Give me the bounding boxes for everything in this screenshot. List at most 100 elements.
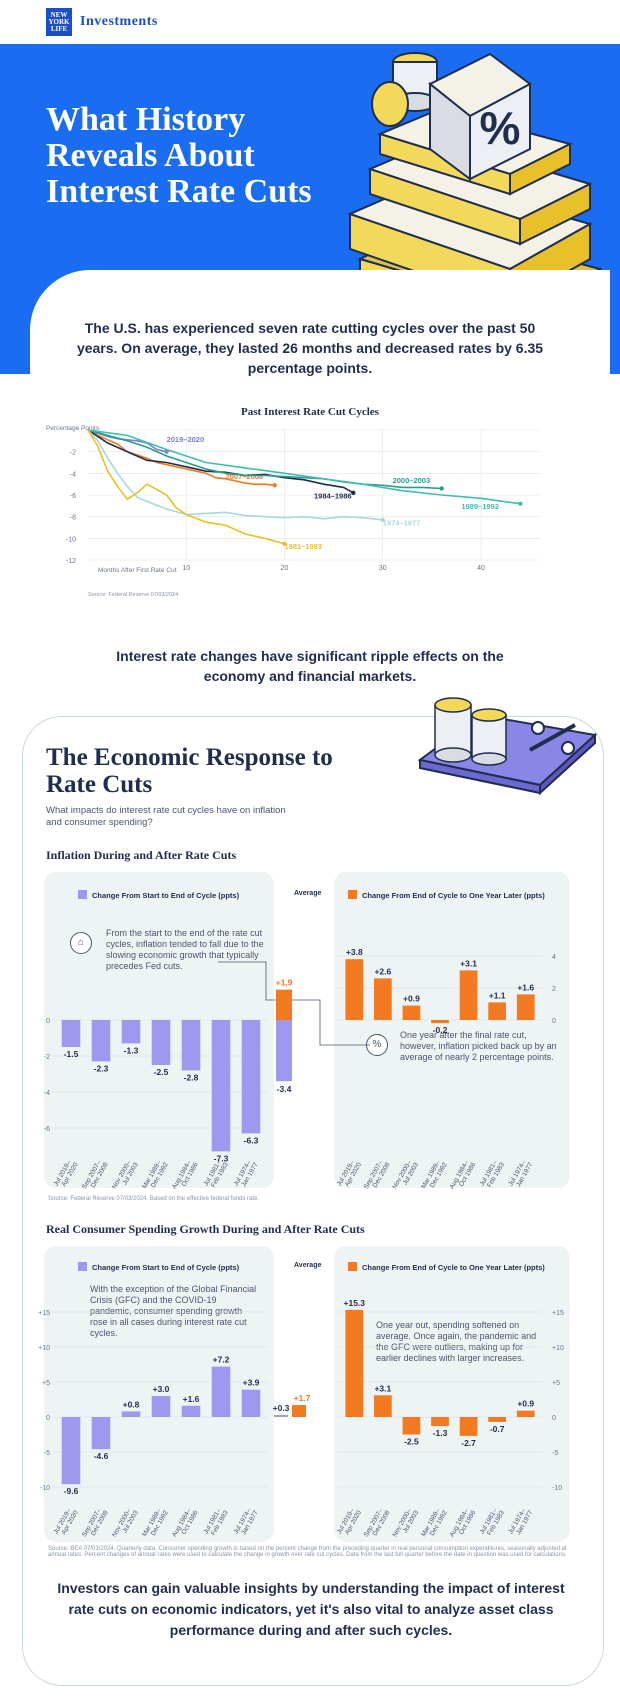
bar bbox=[211, 1366, 231, 1417]
page-title: What History Reveals About Interest Rate… bbox=[46, 101, 312, 210]
series-line bbox=[87, 429, 442, 490]
series-label: 2019–2020 bbox=[167, 435, 205, 444]
orange-swatch bbox=[348, 1262, 357, 1271]
y-tick-label: -5 bbox=[44, 1450, 50, 1457]
new-york-life-logo[interactable]: NEW YORK LIFE bbox=[46, 8, 72, 36]
bar-value-label: +0.9 bbox=[517, 1399, 534, 1409]
y-tick-label: -4 bbox=[70, 471, 76, 478]
orange-swatch bbox=[348, 890, 357, 899]
bar-value-label: -1.3 bbox=[124, 1045, 139, 1055]
ripple-effects-text: Interest rate changes have significant r… bbox=[116, 648, 504, 684]
inflation-right-panel bbox=[334, 872, 570, 1188]
bar bbox=[488, 1417, 506, 1422]
inflation-source: Source: Federal Reserve 07/03/2024. Base… bbox=[48, 1196, 260, 1202]
bar-value-label: -2.3 bbox=[94, 1063, 109, 1073]
series-label: 1981–1983 bbox=[285, 542, 323, 551]
coins-percent-illustration bbox=[417, 697, 598, 796]
y-tick-label: -2 bbox=[70, 450, 76, 457]
bar bbox=[459, 1417, 478, 1436]
series-line bbox=[87, 429, 383, 521]
series-label: 1974–1977 bbox=[383, 518, 421, 527]
y-tick-label: +5 bbox=[42, 1380, 50, 1387]
bar-value-label: +15.3 bbox=[344, 1298, 366, 1308]
series-endpoint bbox=[439, 486, 444, 491]
y-tick-label: 4 bbox=[552, 954, 556, 961]
bar bbox=[431, 1020, 449, 1024]
bar-value-label: +0.9 bbox=[403, 994, 420, 1004]
spending-section-title: Real Consumer Spending Growth During and… bbox=[46, 1222, 365, 1236]
house-chart-icon: ⌂ bbox=[70, 932, 92, 954]
average-bar bbox=[292, 1405, 306, 1417]
inflation-left-legend: Change From Start to End of Cycle (ppts) bbox=[78, 890, 239, 900]
x-tick-label: 20 bbox=[281, 565, 289, 572]
series-endpoint bbox=[380, 517, 385, 523]
bar bbox=[459, 970, 478, 1020]
y-tick-label: +10 bbox=[552, 1345, 564, 1352]
bar bbox=[91, 1020, 111, 1062]
bar bbox=[181, 1405, 201, 1417]
y-tick-label: 0 bbox=[552, 1415, 556, 1422]
spending-avg-legend: Average bbox=[294, 1262, 322, 1269]
bar bbox=[211, 1020, 231, 1152]
spending-right-panel bbox=[334, 1246, 570, 1542]
bar-value-label: +3.1 bbox=[460, 958, 477, 968]
inflation-annotation-right: One year after the final rate cut, howev… bbox=[400, 1030, 557, 1062]
annotation-connector bbox=[292, 999, 370, 1046]
spending-right-legend: Change From End of Cycle to One Year Lat… bbox=[348, 1262, 545, 1272]
purple-swatch bbox=[78, 890, 87, 899]
intro-text: The U.S. has experienced seven rate cutt… bbox=[76, 320, 544, 376]
y-tick-label: +10 bbox=[38, 1345, 50, 1352]
bar-value-label: -2.7 bbox=[461, 1438, 476, 1448]
y-tick-label: 0 bbox=[552, 1018, 556, 1025]
spending-annotation-left: With the exception of the Global Financi… bbox=[90, 1284, 257, 1338]
bar bbox=[345, 959, 364, 1020]
y-tick-label: -12 bbox=[66, 558, 76, 565]
spending-left-legend: Change From Start to End of Cycle (ppts) bbox=[78, 1262, 239, 1272]
average-value-label: +1.7 bbox=[294, 1393, 311, 1403]
bar-value-label: +3.1 bbox=[374, 1383, 391, 1393]
bar-value-label: +1.6 bbox=[517, 982, 534, 992]
average-value-label: +1.9 bbox=[276, 978, 293, 988]
x-tick-label: 40 bbox=[477, 565, 485, 572]
purple-swatch bbox=[78, 1262, 87, 1271]
legend-label: Change From Start to End of Cycle (ppts) bbox=[92, 1263, 240, 1272]
average-bar bbox=[276, 1020, 292, 1082]
series-endpoint bbox=[518, 501, 523, 506]
series-line bbox=[87, 429, 285, 545]
bar-value-label: +3.0 bbox=[153, 1384, 170, 1394]
bar-value-label: +2.6 bbox=[374, 966, 391, 976]
y-tick-label: -4 bbox=[44, 1090, 50, 1097]
svg-text:%: % bbox=[480, 102, 521, 154]
bar-value-label: -1.3 bbox=[433, 1428, 448, 1438]
bar bbox=[488, 1002, 506, 1020]
y-tick-label: -5 bbox=[552, 1450, 558, 1457]
bar-value-label: -2.8 bbox=[184, 1072, 199, 1082]
bar-value-label: +3.9 bbox=[243, 1378, 260, 1388]
bar bbox=[241, 1389, 261, 1417]
bar bbox=[402, 1417, 421, 1435]
series-label: 1989–1992 bbox=[461, 502, 499, 511]
y-axis-label: Percentage Points bbox=[46, 425, 100, 432]
inflation-avg-legend: Average bbox=[294, 890, 322, 897]
series-label: 2000–2003 bbox=[393, 476, 431, 485]
economic-title: The Economic Response to Rate Cuts bbox=[46, 744, 333, 798]
average-value-label: +0.3 bbox=[273, 1403, 290, 1413]
bar bbox=[151, 1396, 171, 1417]
bar-value-label: -2.5 bbox=[404, 1437, 419, 1447]
inflation-section-title: Inflation During and After Rate Cuts bbox=[46, 848, 237, 862]
series-endpoint bbox=[351, 490, 356, 496]
spending-source: Source: BEA 07/03/2024. Quarterly data. … bbox=[48, 1546, 567, 1558]
bar bbox=[516, 994, 535, 1020]
bar-value-label: +1.6 bbox=[183, 1394, 200, 1404]
y-tick-label: +15 bbox=[38, 1310, 50, 1317]
bar bbox=[121, 1020, 141, 1044]
x-tick-label: 30 bbox=[379, 565, 387, 572]
annotation-connector bbox=[218, 961, 276, 1001]
y-tick-label: +5 bbox=[552, 1380, 560, 1387]
series-line bbox=[87, 429, 275, 487]
average-value-label: -3.4 bbox=[277, 1084, 292, 1094]
inflation-right-legend: Change From End of Cycle to One Year Lat… bbox=[348, 890, 545, 900]
bar-value-label: -0.2 bbox=[433, 1025, 448, 1035]
